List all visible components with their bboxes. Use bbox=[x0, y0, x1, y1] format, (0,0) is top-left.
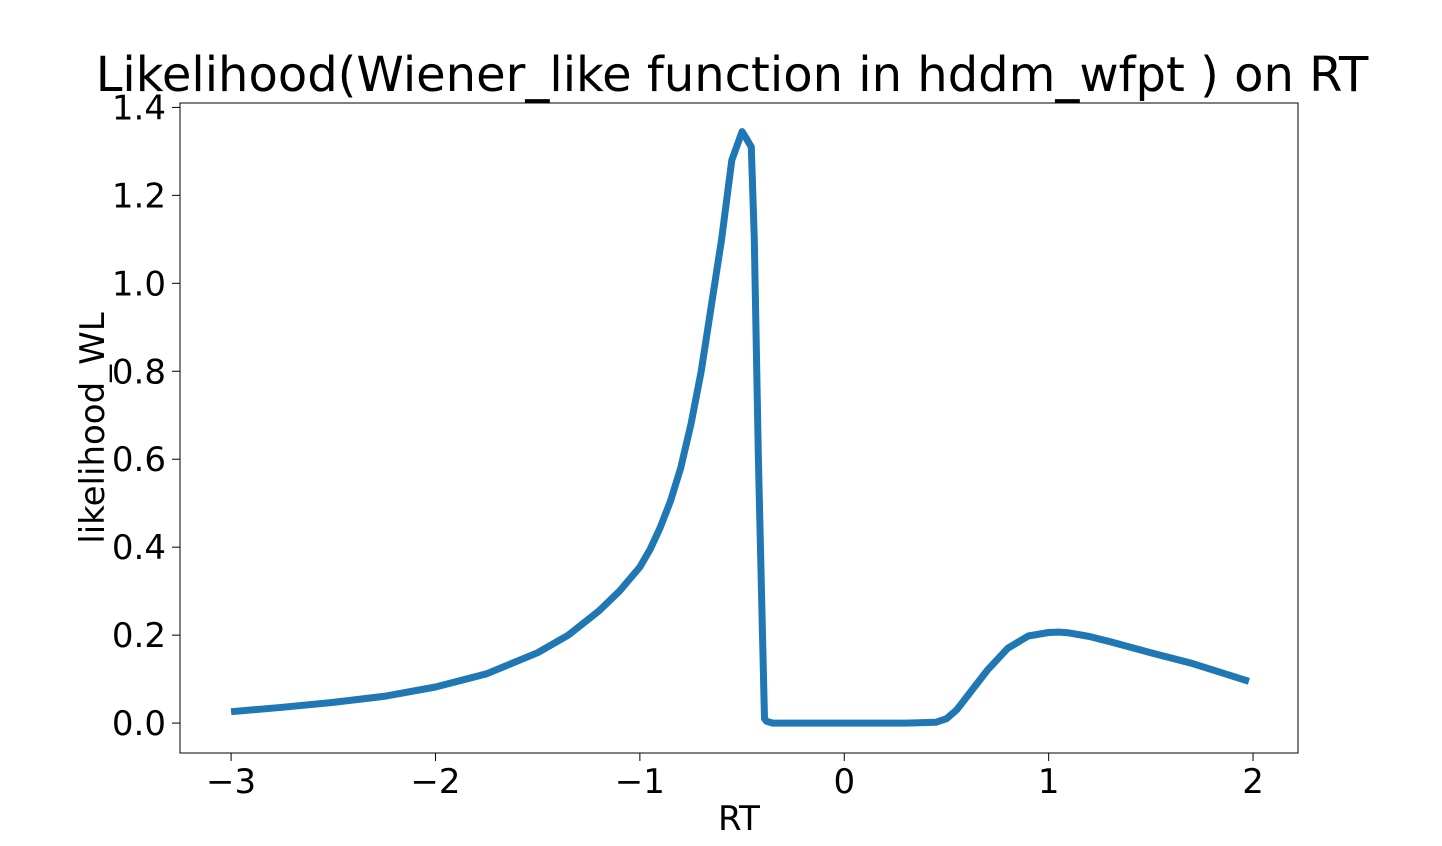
y-tick-label: 1.2 bbox=[112, 176, 166, 216]
y-tick-label: 0.8 bbox=[112, 352, 166, 392]
y-tick-label: 0.0 bbox=[112, 704, 166, 744]
plot-area-frame bbox=[179, 102, 1299, 754]
x-tick-label: 2 bbox=[1242, 762, 1264, 802]
y-tick-label: 0.2 bbox=[112, 616, 166, 656]
y-axis-label: likelihood_WL bbox=[73, 312, 113, 544]
y-tick-label: 0.4 bbox=[112, 528, 166, 568]
y-tick-label: 0.6 bbox=[112, 440, 166, 480]
y-axis-ticks: 0.0 0.2 0.4 0.6 0.8 1.0 1.2 1.4 bbox=[112, 88, 180, 744]
likelihood-curve bbox=[230, 128, 1250, 727]
y-tick-label: 1.4 bbox=[112, 88, 166, 128]
chart-title: Likelihood(Wiener_like function in hddm_… bbox=[96, 47, 1369, 103]
x-tick-label: −2 bbox=[410, 762, 460, 802]
x-tick-label: 0 bbox=[833, 762, 855, 802]
x-axis-label: RT bbox=[718, 799, 760, 839]
x-tick-label: −3 bbox=[206, 762, 256, 802]
x-tick-label: −1 bbox=[615, 762, 665, 802]
y-tick-label: 1.0 bbox=[112, 264, 166, 304]
x-tick-label: 1 bbox=[1038, 762, 1060, 802]
x-axis-ticks: −3 −2 −1 0 1 2 bbox=[206, 753, 1264, 802]
